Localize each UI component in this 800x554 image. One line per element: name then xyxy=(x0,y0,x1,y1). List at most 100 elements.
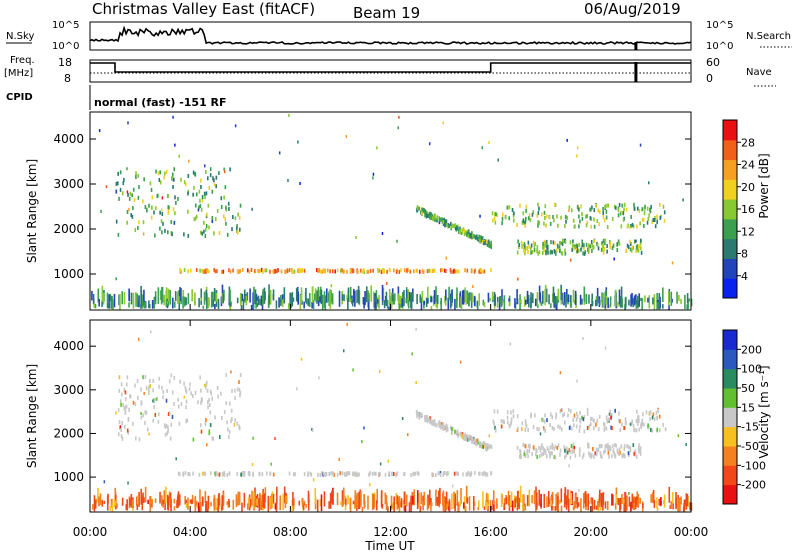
data-cell xyxy=(242,299,245,310)
data-cell xyxy=(456,269,458,274)
data-cell xyxy=(585,293,588,305)
data-cell xyxy=(567,413,569,418)
data-cell xyxy=(356,493,359,508)
data-cell xyxy=(209,410,212,415)
data-cell xyxy=(597,208,599,213)
data-cell xyxy=(216,471,218,476)
data-cell xyxy=(213,178,215,183)
data-cell xyxy=(207,495,210,509)
data-cell xyxy=(532,445,535,450)
data-cell xyxy=(581,298,583,305)
data-cell xyxy=(451,223,454,228)
data-cell xyxy=(493,216,496,221)
data-cell xyxy=(590,224,593,229)
data-cell xyxy=(662,422,665,427)
data-cell xyxy=(374,301,377,309)
data-cell xyxy=(514,298,516,308)
data-cell xyxy=(591,243,594,248)
data-cell xyxy=(540,452,543,457)
data-cell xyxy=(466,268,469,273)
data-cell xyxy=(167,193,169,198)
data-cell xyxy=(266,471,268,476)
data-cell xyxy=(496,498,498,509)
data-cell xyxy=(166,494,169,510)
colorbar-segment xyxy=(723,258,737,279)
data-cell xyxy=(609,241,612,246)
data-cell xyxy=(123,292,126,305)
data-cell xyxy=(566,215,569,220)
data-cell xyxy=(533,248,536,253)
data-cell xyxy=(501,221,503,226)
data-cell xyxy=(256,303,259,307)
data-cell xyxy=(187,269,190,274)
data-cell xyxy=(163,490,166,504)
data-cell xyxy=(251,207,253,211)
data-cell xyxy=(456,471,459,476)
data-cell xyxy=(669,505,672,510)
date-label: 06/Aug/2019 xyxy=(584,0,681,18)
data-cell xyxy=(378,268,381,273)
data-cell xyxy=(445,428,448,433)
data-cell xyxy=(231,417,233,422)
data-cell xyxy=(568,205,571,210)
data-cell xyxy=(622,453,624,458)
data-cell xyxy=(470,233,472,238)
colorbar-segment xyxy=(723,179,737,200)
data-cell xyxy=(528,298,530,308)
data-cell xyxy=(422,207,424,212)
data-cell xyxy=(243,289,246,301)
data-cell xyxy=(311,286,314,303)
data-cell xyxy=(549,445,552,450)
data-cell xyxy=(561,241,564,246)
data-cell xyxy=(442,426,444,431)
data-cell xyxy=(118,388,121,393)
data-cell xyxy=(220,205,223,210)
data-cell xyxy=(120,392,123,397)
colorbar-segment xyxy=(723,199,737,220)
data-cell xyxy=(292,492,294,506)
data-cell xyxy=(631,493,634,509)
data-cell xyxy=(230,408,233,413)
data-cell xyxy=(459,500,461,507)
data-cell xyxy=(602,238,605,243)
data-cell xyxy=(653,294,656,310)
data-cell xyxy=(195,214,198,219)
data-cell xyxy=(163,423,166,428)
freq-unit-label: [MHz] xyxy=(4,68,33,79)
data-cell xyxy=(390,292,393,309)
data-cell xyxy=(578,224,580,229)
data-cell xyxy=(662,287,664,302)
data-cell xyxy=(432,421,435,426)
data-cell xyxy=(120,399,122,404)
data-cell xyxy=(264,291,266,301)
data-cell xyxy=(200,502,202,512)
data-cell xyxy=(125,404,128,409)
data-cell xyxy=(158,376,161,381)
data-cell xyxy=(603,218,606,223)
data-cell xyxy=(592,447,594,452)
data-cell xyxy=(603,246,606,251)
data-cell xyxy=(644,206,646,211)
data-cell xyxy=(601,444,603,449)
data-cell xyxy=(242,472,245,477)
data-cell xyxy=(468,437,471,442)
data-cell xyxy=(403,504,406,511)
data-cell xyxy=(418,206,420,211)
data-cell xyxy=(516,414,519,419)
data-cell xyxy=(585,223,588,228)
data-cell xyxy=(630,294,632,307)
data-cell xyxy=(132,187,135,192)
data-cell xyxy=(602,244,605,249)
data-cell xyxy=(557,288,560,301)
data-cell xyxy=(690,298,693,307)
data-cell xyxy=(280,295,282,302)
data-cell xyxy=(503,503,506,510)
data-cell xyxy=(472,495,475,511)
data-cell xyxy=(473,295,476,306)
data-cell xyxy=(420,492,423,505)
data-cell xyxy=(554,296,557,309)
data-cell xyxy=(344,472,346,477)
data-cell xyxy=(212,291,214,305)
data-cell xyxy=(439,424,442,429)
data-cell xyxy=(626,224,629,229)
